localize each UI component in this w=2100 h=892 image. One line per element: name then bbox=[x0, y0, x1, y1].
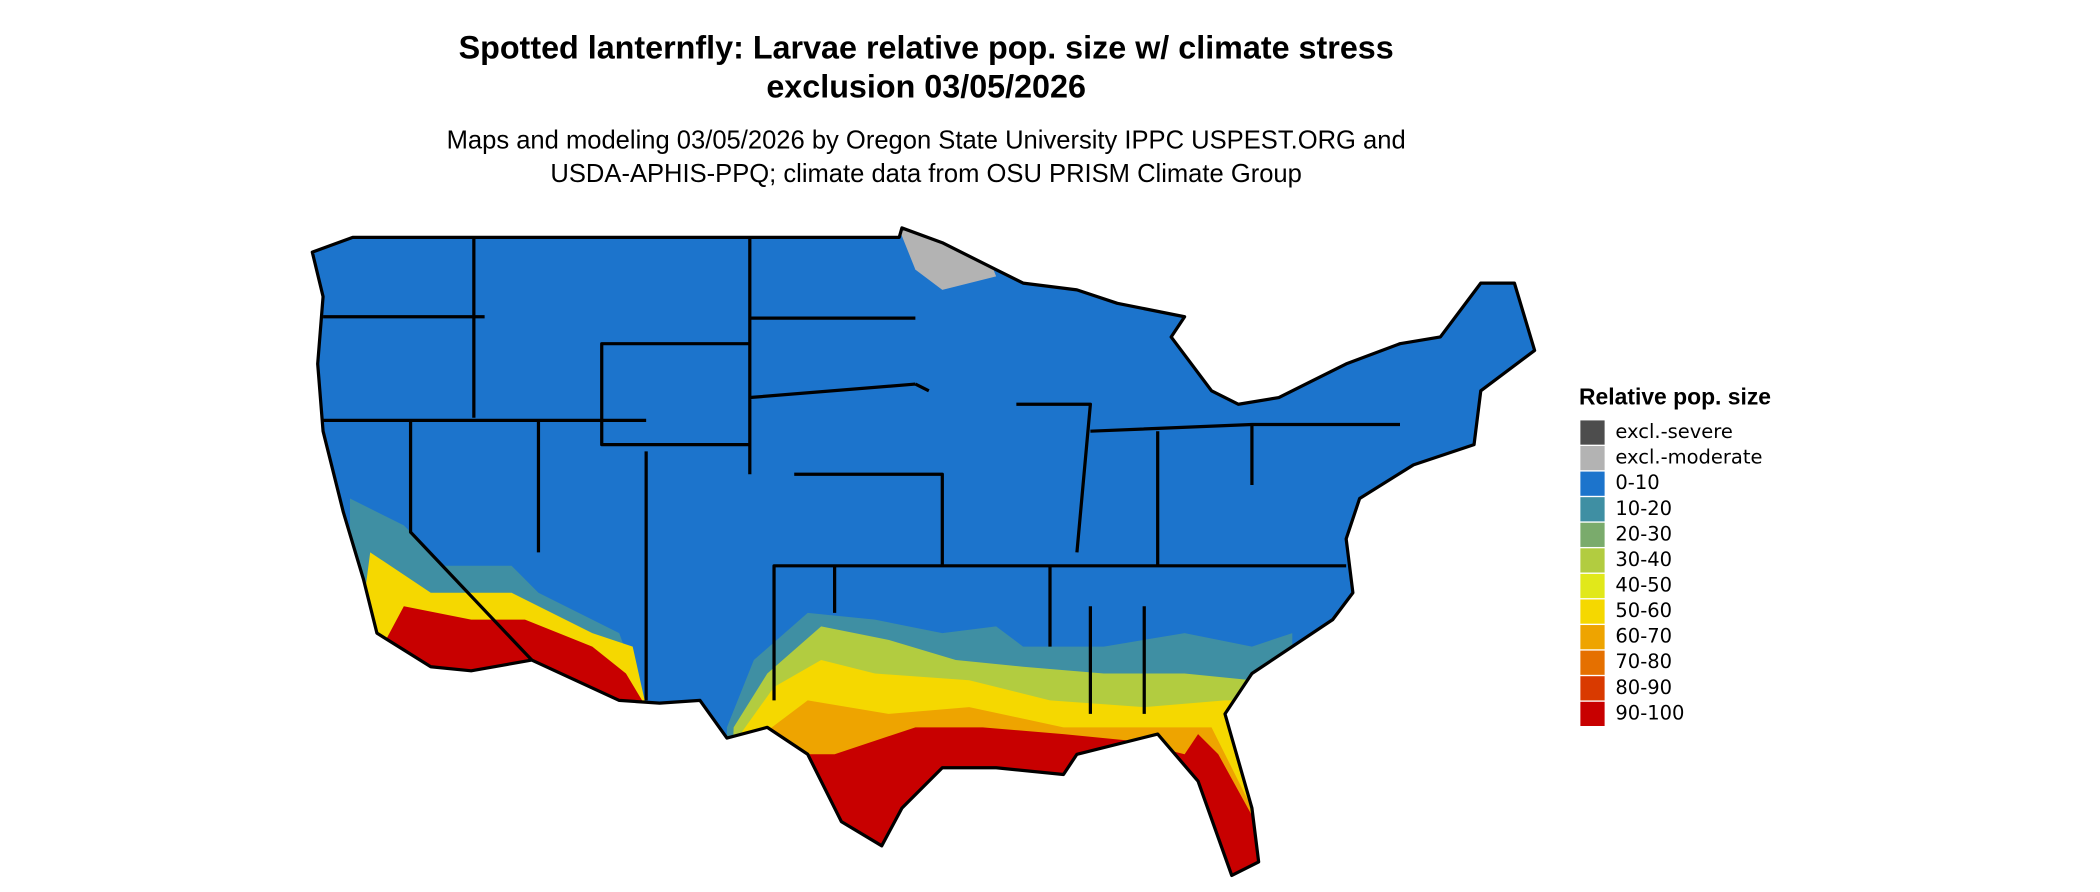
legend-label: 90-100 bbox=[1615, 701, 1684, 724]
legend-label: 20-30 bbox=[1615, 522, 1672, 545]
legend-label: 10-20 bbox=[1615, 497, 1672, 520]
legend-swatch bbox=[1580, 522, 1605, 547]
legend-swatch bbox=[1580, 701, 1605, 726]
legend-swatch bbox=[1580, 676, 1605, 701]
legend-swatch bbox=[1580, 548, 1605, 573]
legend-swatch bbox=[1580, 471, 1605, 496]
legend-label: 60-70 bbox=[1615, 625, 1672, 648]
legend-label: excl.-moderate bbox=[1615, 446, 1762, 469]
legend-label: excl.-severe bbox=[1615, 420, 1733, 443]
legend-label: 40-50 bbox=[1615, 574, 1672, 597]
legend-label: 50-60 bbox=[1615, 599, 1672, 622]
state-borders bbox=[310, 226, 1537, 878]
legend-swatch bbox=[1580, 625, 1605, 650]
legend-swatch bbox=[1580, 599, 1605, 624]
legend-swatch bbox=[1580, 573, 1605, 599]
legend-swatch bbox=[1580, 446, 1605, 471]
legend-swatch bbox=[1580, 420, 1605, 445]
legend-label: 80-90 bbox=[1615, 676, 1672, 699]
legend-label: 0-10 bbox=[1615, 471, 1659, 494]
subtitle-line: USDA-APHIS-PPQ; climate data from OSU PR… bbox=[550, 160, 1301, 188]
title-line: Spotted lanternfly: Larvae relative pop.… bbox=[459, 29, 1394, 65]
legend-swatch bbox=[1580, 650, 1605, 675]
legend-label: 70-80 bbox=[1615, 650, 1672, 673]
legend-title: Relative pop. size bbox=[1579, 383, 1771, 409]
legend-swatch bbox=[1580, 497, 1605, 522]
title-line: exclusion 03/05/2026 bbox=[766, 68, 1086, 104]
subtitle-line: Maps and modeling 03/05/2026 by Oregon S… bbox=[447, 127, 1406, 155]
legend-label: 30-40 bbox=[1615, 548, 1672, 571]
